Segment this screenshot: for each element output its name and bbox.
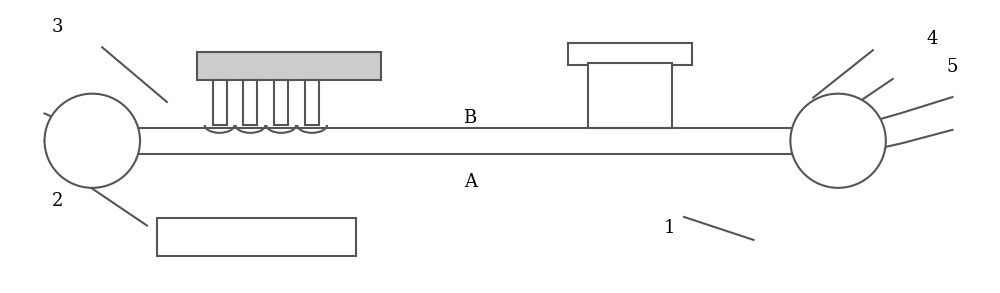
Bar — [213, 80, 227, 125]
Text: 3: 3 — [52, 18, 63, 36]
Bar — [568, 43, 692, 64]
Bar — [197, 52, 381, 80]
Text: B: B — [464, 109, 477, 127]
Text: A: A — [464, 173, 477, 191]
Text: 2: 2 — [52, 192, 63, 210]
Bar — [243, 80, 257, 125]
Bar — [588, 63, 672, 128]
Bar — [274, 80, 288, 125]
Ellipse shape — [45, 94, 140, 188]
Ellipse shape — [790, 94, 886, 188]
Text: 5: 5 — [947, 58, 958, 76]
Text: 1: 1 — [663, 219, 675, 237]
Bar — [305, 80, 319, 125]
Bar — [157, 218, 356, 256]
Text: 4: 4 — [927, 30, 938, 48]
